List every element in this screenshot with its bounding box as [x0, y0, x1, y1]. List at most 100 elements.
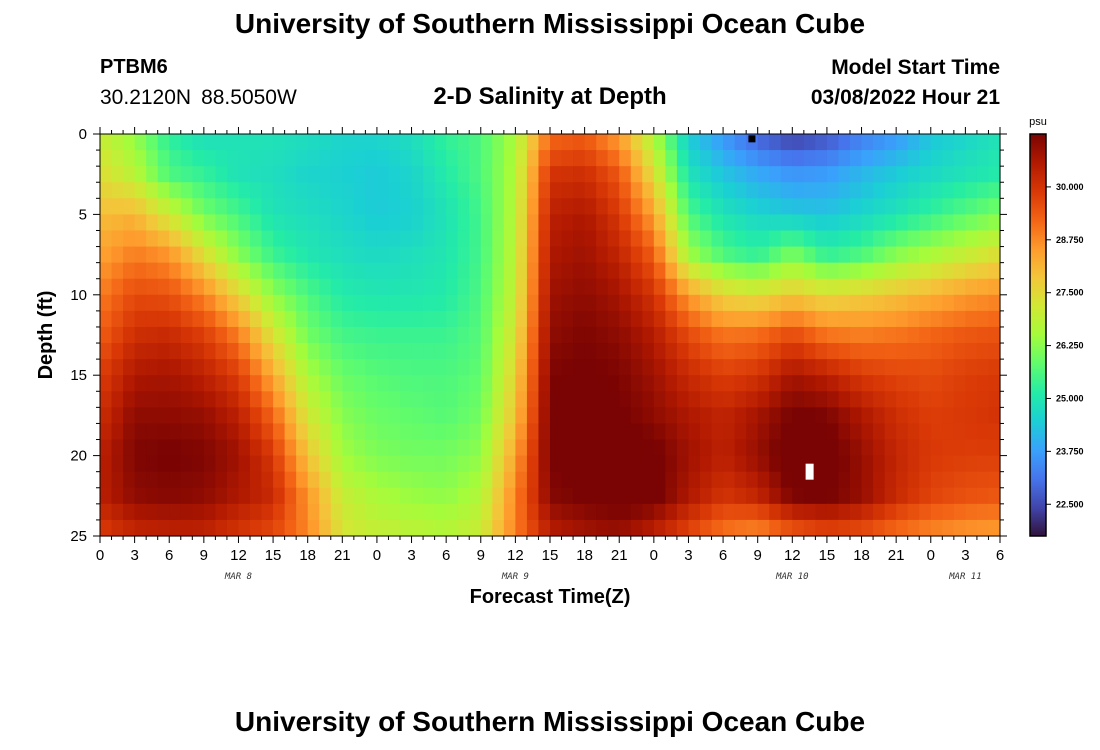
heatmap-cell [838, 166, 851, 183]
heatmap-cell [803, 166, 816, 183]
heatmap-cell [723, 391, 736, 408]
y-axis-title: Depth (ft) [35, 291, 57, 380]
heatmap-cell [342, 359, 355, 376]
x-tick-label: 21 [611, 547, 628, 564]
heatmap-cell [226, 294, 240, 312]
heatmap-cell [930, 487, 943, 505]
colorbar: psu 22.50023.75025.00026.25027.50028.750… [1029, 116, 1084, 537]
heatmap-cell [503, 343, 516, 360]
heatmap-cell [780, 278, 793, 296]
heatmap-cell [434, 375, 447, 392]
heatmap-cell [838, 134, 851, 151]
heatmap-cell [457, 503, 470, 521]
heatmap-cell [492, 343, 505, 360]
heatmap-cell [688, 407, 701, 425]
heatmap-cell [123, 198, 136, 215]
heatmap-cell [307, 455, 320, 473]
heatmap-cell [884, 246, 897, 264]
heatmap-cell [423, 471, 436, 489]
heatmap-cell [515, 294, 528, 312]
heatmap-cell [411, 294, 424, 312]
heatmap-cell [515, 407, 528, 425]
heatmap-cell [146, 343, 159, 360]
heatmap-cell [607, 503, 620, 521]
heatmap-cell [250, 343, 263, 360]
heatmap-cell [665, 262, 678, 280]
heatmap-cell [226, 246, 240, 264]
heatmap-cell [296, 182, 309, 199]
heatmap-cell [907, 166, 920, 183]
heatmap-cell [630, 455, 643, 473]
colorbar-tick-label: 26.250 [1056, 341, 1084, 351]
heatmap-cell [884, 423, 897, 441]
heatmap-cell [826, 134, 840, 151]
x-axis-title: Forecast Time(Z) [470, 586, 631, 608]
heatmap-cell [803, 310, 816, 328]
heatmap-cell [769, 198, 782, 215]
heatmap-cell [676, 375, 690, 392]
heatmap-cell [769, 134, 782, 151]
heatmap-cell [584, 278, 597, 296]
heatmap-cell [261, 230, 274, 248]
heatmap-cell [815, 326, 828, 344]
heatmap-cell [642, 343, 655, 360]
heatmap-cell [538, 310, 551, 328]
heatmap-cell [111, 214, 124, 232]
heatmap-cell [365, 439, 378, 457]
heatmap-cell [157, 182, 170, 199]
heatmap-cell [676, 150, 690, 167]
heatmap-cell [238, 391, 251, 408]
heatmap-cell [365, 471, 378, 489]
heatmap-cell [630, 134, 643, 151]
heatmap-cell [296, 214, 309, 232]
heatmap-cell [838, 359, 851, 376]
heatmap-cell [676, 198, 690, 215]
heatmap-cell [515, 391, 528, 408]
heatmap-cell [780, 519, 793, 537]
heatmap-cell [642, 262, 655, 280]
heatmap-cell [861, 230, 874, 248]
heatmap-cell [169, 326, 182, 344]
heatmap-cell [457, 359, 470, 376]
heatmap-cell [780, 391, 793, 408]
heatmap-cell [942, 519, 955, 537]
heatmap-cell [284, 471, 297, 489]
heatmap-cell [296, 278, 309, 296]
heatmap-cell [896, 375, 909, 392]
heatmap-cell [446, 198, 459, 215]
heatmap-cell [157, 230, 170, 248]
heatmap-cell [400, 326, 413, 344]
heatmap-cell [700, 407, 713, 425]
heatmap-cell [861, 471, 874, 489]
heatmap-cell [457, 519, 470, 537]
heatmap-cell [607, 326, 620, 344]
heatmap-cell [203, 343, 216, 360]
heatmap-cell [826, 487, 840, 505]
heatmap-cell [180, 182, 193, 199]
heatmap-cell [838, 391, 851, 408]
heatmap-cell [492, 294, 505, 312]
heatmap-cell [526, 503, 540, 521]
heatmap-cell [619, 214, 632, 232]
heatmap-cell [157, 519, 170, 537]
heatmap-cell [146, 359, 159, 376]
heatmap-cell [376, 278, 390, 296]
heatmap-cell [100, 230, 113, 248]
heatmap-cell [676, 262, 690, 280]
colorbar-tick-label: 23.750 [1056, 446, 1084, 456]
heatmap-cell [423, 519, 436, 537]
heatmap-cell [100, 198, 113, 215]
heatmap-cell [307, 343, 320, 360]
heatmap-cell [180, 343, 193, 360]
heatmap-cell [619, 519, 632, 537]
heatmap-cell [446, 150, 459, 167]
heatmap-cell [723, 407, 736, 425]
heatmap-cell [780, 214, 793, 232]
heatmap-cell [307, 150, 320, 167]
heatmap-cell [169, 166, 182, 183]
heatmap-cell [665, 310, 678, 328]
heatmap-cell [400, 375, 413, 392]
heatmap-cell [584, 230, 597, 248]
heatmap-cell [273, 471, 286, 489]
heatmap-cell [919, 214, 932, 232]
